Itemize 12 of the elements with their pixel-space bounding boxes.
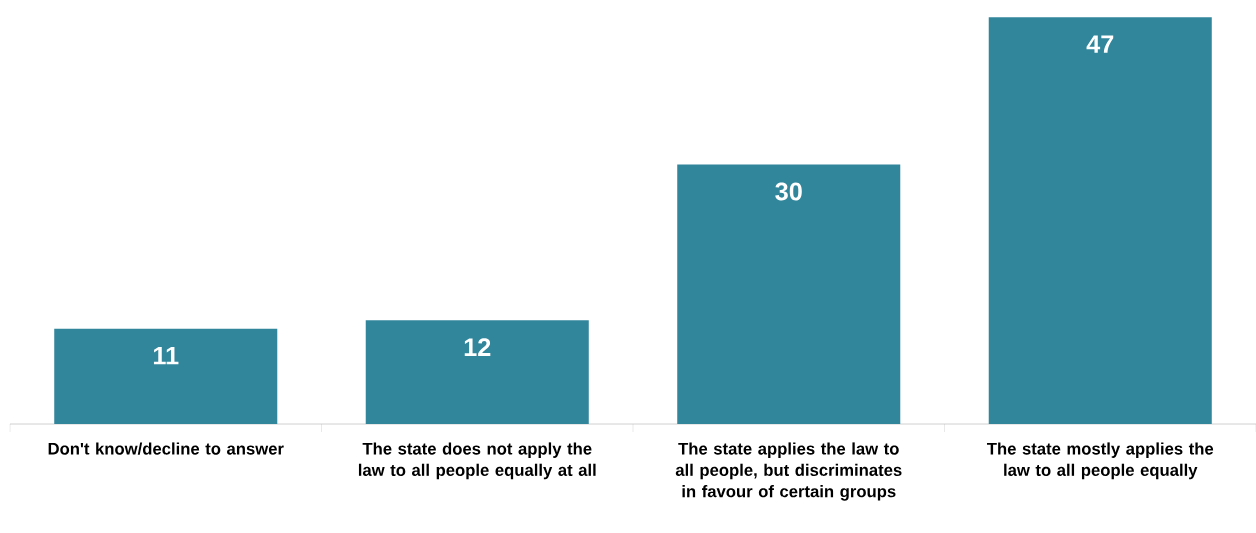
data-label: 12 bbox=[464, 338, 491, 356]
x-tick-label: The state mostly applies the law to all people equally bbox=[986, 442, 1214, 480]
data-label: 11 bbox=[153, 346, 179, 365]
bar bbox=[54, 328, 278, 424]
x-tick-label: The state applies the law to all people, but discriminates in favour of certain groups bbox=[675, 442, 902, 501]
bar bbox=[677, 164, 901, 424]
data-label: 30 bbox=[775, 182, 802, 201]
bar bbox=[988, 17, 1212, 424]
bar bbox=[365, 320, 589, 424]
x-tick-label: The state does not apply the law to all people equally at all bbox=[358, 442, 596, 480]
data-label: 47 bbox=[1086, 35, 1114, 53]
x-tick-label: Don't know/decline to answer bbox=[48, 442, 284, 455]
